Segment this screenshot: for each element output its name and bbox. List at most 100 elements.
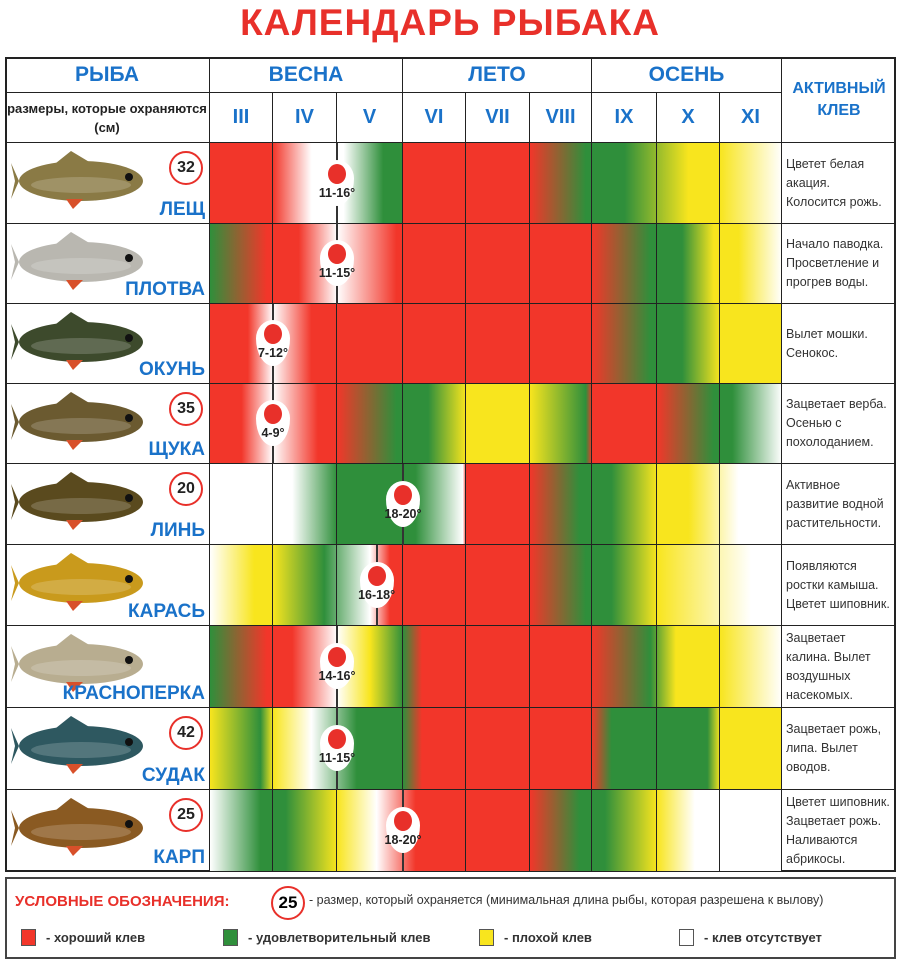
- temperature-marker: 16-18°: [358, 545, 395, 626]
- legend-label: - удовлетворительный клев: [248, 930, 431, 945]
- heatmap-cell-X: [657, 790, 720, 872]
- legend-label: - плохой клев: [504, 930, 592, 945]
- temperature-marker: 11-15°: [319, 224, 355, 304]
- heatmap-cell-IX: [592, 224, 657, 304]
- month-header-VIII: VIII: [530, 93, 592, 143]
- heatmap-cell-VI: [403, 545, 466, 626]
- active-bite-note: Зацветает рожь, липа. Вылет оводов.: [782, 708, 896, 790]
- heatmap-cell-X: [657, 626, 720, 708]
- active-bite-note: Цветет белая акация. Колосится рожь.: [782, 143, 896, 224]
- fish-illustration-icon: [11, 312, 143, 370]
- fish-cell: КАРАСЬ: [5, 545, 210, 626]
- active-bite-note: Зацветает верба. Осенью с похолоданием.: [782, 384, 896, 464]
- fish-cell: 20 ЛИНЬ: [5, 464, 210, 545]
- month-header-III: III: [210, 93, 273, 143]
- page-title: КАЛЕНДАРЬ РЫБАКА: [240, 2, 660, 43]
- fish-illustration-icon: [11, 798, 143, 856]
- heatmap-cell-III: [210, 790, 273, 872]
- heatmap-cell-III: [210, 708, 273, 790]
- fish-illustration-icon: [11, 716, 143, 774]
- marker-dot-icon: [394, 484, 412, 505]
- active-bite-header: АКТИВНЫЙ КЛЕВ: [782, 57, 896, 143]
- heatmap-row: 14-16°: [210, 626, 782, 708]
- legend-swatch: [21, 929, 36, 946]
- water-temperature-label: 4-9°: [261, 426, 285, 440]
- heatmap-cell-XI: [720, 708, 782, 790]
- season-autumn: ОСЕНЬ: [592, 57, 782, 93]
- fish-illustration-icon: [11, 634, 143, 692]
- fish-cell: ПЛОТВА: [5, 224, 210, 304]
- size-limit-badge: 25: [169, 798, 203, 832]
- fish-cell: 42 СУДАК: [5, 708, 210, 790]
- heatmap-row: 11-15°: [210, 708, 782, 790]
- temperature-marker: 7-12°: [256, 304, 290, 384]
- heatmap-cell-VIII: [530, 224, 592, 304]
- fish-cell: ОКУНЬ: [5, 304, 210, 384]
- size-limit-badge: 42: [169, 716, 203, 750]
- heatmap-cell-VI: [403, 708, 466, 790]
- marker-dot-icon: [264, 324, 282, 344]
- heatmap-cell-XI: [720, 224, 782, 304]
- legend-limit-desc: - размер, который охраняется (минимальна…: [309, 893, 824, 907]
- heatmap-cell-V: [337, 384, 403, 464]
- water-temperature-label: 16-18°: [358, 587, 396, 602]
- heatmap-cell-VIII: [530, 143, 592, 224]
- heatmap-cell-XI: [720, 790, 782, 872]
- month-header-IV: IV: [273, 93, 337, 143]
- temperature-marker: 18-20°: [385, 464, 421, 545]
- active-bite-note: Вылет мошки. Сенокос.: [782, 304, 896, 384]
- size-limit-badge: 32: [169, 151, 203, 185]
- fish-cell: 35 ЩУКА: [5, 384, 210, 464]
- active-bite-note: Начало паводка. Просветление и прогрев в…: [782, 224, 896, 304]
- heatmap-cell-IV: [273, 464, 337, 545]
- temperature-marker: 11-15°: [319, 708, 355, 790]
- heatmap-cell-III: [210, 464, 273, 545]
- active-bite-note: Цветет шиповник. Зацветает рожь. Наливаю…: [782, 790, 896, 872]
- fish-name: КАРАСЬ: [128, 601, 205, 622]
- active-bite-note: Активное развитие водной растительности.: [782, 464, 896, 545]
- heatmap-cell-IX: [592, 304, 657, 384]
- heatmap-cell-VIII: [530, 304, 592, 384]
- heatmap-cell-VI: [403, 384, 466, 464]
- fish-name: КАРП: [153, 847, 205, 868]
- size-limit-badge: 20: [169, 472, 203, 506]
- fish-name: ЩУКА: [148, 439, 206, 460]
- legend-swatch: [479, 929, 494, 946]
- water-temperature-label: 11-16°: [318, 185, 356, 200]
- fish-name: ЛЕЩ: [159, 199, 205, 220]
- heatmap-cell-VIII: [530, 708, 592, 790]
- heatmap-cell-IX: [592, 626, 657, 708]
- heatmap-cell-IV: [273, 790, 337, 872]
- heatmap-cell-X: [657, 224, 720, 304]
- legend-item-G: - удовлетворительный клев: [223, 929, 430, 946]
- legend-limit-circle: 25: [271, 886, 305, 920]
- marker-dot-icon: [394, 811, 412, 831]
- heatmap-cell-XI: [720, 143, 782, 224]
- month-header-VII: VII: [466, 93, 530, 143]
- fish-name: КРАСНОПЕРКА: [62, 683, 205, 704]
- heatmap-cell-VII: [466, 304, 530, 384]
- heatmap-cell-III: [210, 224, 273, 304]
- legend-item-Y: - плохой клев: [479, 929, 592, 946]
- legend-item-W: - клев отсутствует: [679, 929, 822, 946]
- heatmap-cell-IX: [592, 143, 657, 224]
- heatmap-cell-VI: [403, 143, 466, 224]
- heatmap-row: 16-18°: [210, 545, 782, 626]
- heatmap-cell-VIII: [530, 464, 592, 545]
- heatmap-cell-V: [337, 545, 403, 626]
- heatmap-cell-III: [210, 545, 273, 626]
- heatmap-cell-VII: [466, 384, 530, 464]
- marker-dot-icon: [328, 729, 346, 749]
- heatmap-cell-VI: [403, 224, 466, 304]
- month-header-X: X: [657, 93, 720, 143]
- heatmap-cell-X: [657, 143, 720, 224]
- fish-cell: 32 ЛЕЩ: [5, 143, 210, 224]
- fish-cell: КРАСНОПЕРКА: [5, 626, 210, 708]
- water-temperature-label: 14-16°: [318, 669, 356, 683]
- marker-dot-icon: [367, 565, 386, 586]
- heatmap-cell-XI: [720, 304, 782, 384]
- water-temperature-label: 11-15°: [318, 751, 356, 765]
- heatmap-cell-VIII: [530, 626, 592, 708]
- fish-name: ЛИНЬ: [150, 520, 205, 541]
- legend-label: - хороший клев: [46, 930, 146, 945]
